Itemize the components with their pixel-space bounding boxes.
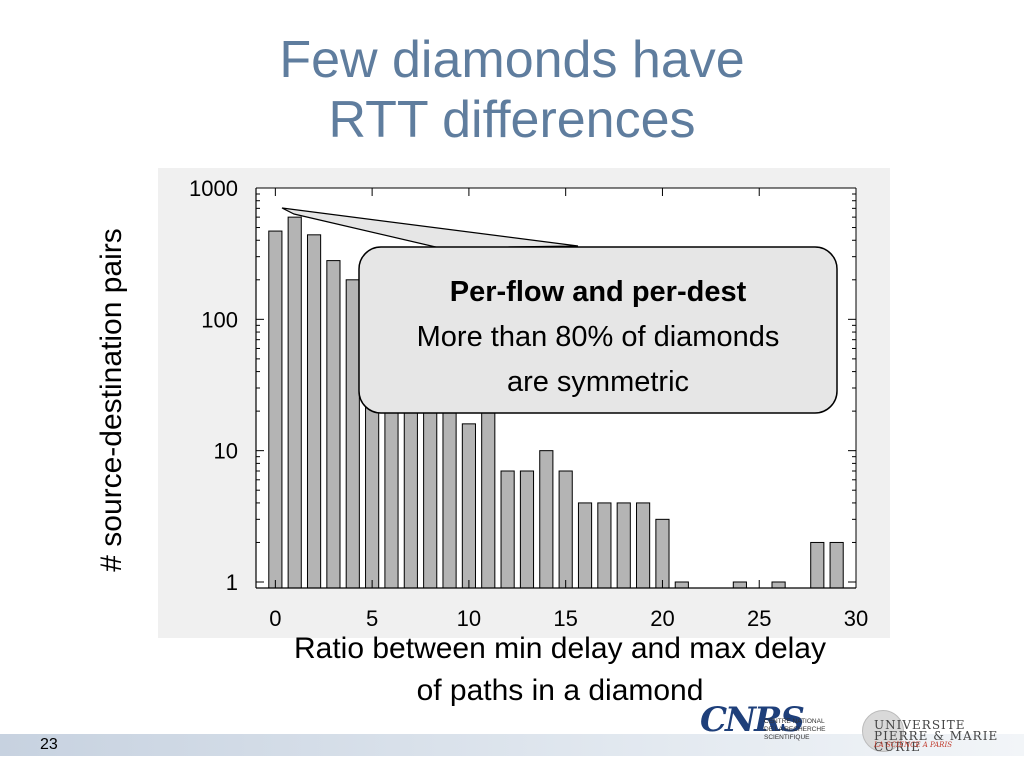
- bar-13: [519, 470, 535, 589]
- bar-28: [810, 541, 825, 589]
- bar-29: [829, 541, 844, 589]
- x-axis-label-line1: Ratio between min delay and max delay: [294, 632, 826, 665]
- x-tick-label-0: 0: [269, 606, 281, 631]
- upmc-text: UNIVERSITE PIERRE & MARIE CURIE: [874, 718, 999, 754]
- y-tick-label-10: 10: [214, 439, 238, 464]
- bar-21: [674, 581, 689, 589]
- bar-16: [577, 502, 593, 589]
- y-axis-label: # source-destination pairs: [95, 228, 128, 572]
- bar-4: [345, 279, 360, 589]
- x-tick-label-10: 10: [457, 606, 481, 631]
- bar-3: [326, 260, 341, 589]
- x-tick-label-5: 5: [366, 606, 378, 631]
- bar-chart: 1 10 100 1000 0 5 10 15 20 25 30: [158, 168, 890, 638]
- bar-20: [655, 518, 670, 589]
- bar-11: [481, 410, 496, 589]
- bar-9: [442, 387, 457, 589]
- cnrs-logo: CNRS CENTRE NATIONAL DE LA RECHERCHE SCI…: [700, 700, 850, 752]
- bar-12: [500, 470, 515, 589]
- x-tick-label-25: 25: [747, 606, 771, 631]
- callout-line1: More than 80% of diamonds: [416, 321, 780, 353]
- page-number: 23: [40, 736, 58, 753]
- slide-title-line1: Few diamonds have: [279, 31, 745, 89]
- callout-heading: Per-flow and per-dest: [449, 276, 747, 308]
- upmc-emblem-icon: [862, 710, 904, 752]
- x-axis-label-line2: of paths in a diamond: [416, 674, 704, 707]
- bar-24: [732, 581, 747, 589]
- x-axis-label: Ratio between min delay and max delay of…: [210, 628, 910, 712]
- cnrs-mark: CNRS: [700, 700, 805, 740]
- y-tick-label-1000: 1000: [189, 176, 238, 201]
- slide-title: Few diamonds have RTT differences: [0, 30, 1024, 150]
- bar-0: [268, 230, 283, 589]
- callout-text: Per-flow and per-dest More than 80% of d…: [360, 270, 836, 405]
- y-tick-label-100: 100: [201, 307, 238, 332]
- bar-1: [287, 216, 302, 589]
- bar-17: [597, 502, 612, 589]
- upmc-subtitle: LA SCIENCE A PARIS: [874, 741, 953, 749]
- callout-box: [358, 246, 838, 414]
- bar-18: [616, 502, 631, 589]
- upmc-logo: UNIVERSITE PIERRE & MARIE CURIE LA SCIEN…: [860, 706, 1020, 756]
- x-tick-label-15: 15: [553, 606, 577, 631]
- footer-band: [0, 734, 1024, 756]
- bar-26: [771, 581, 786, 589]
- slide-title-line2: RTT differences: [328, 91, 696, 149]
- x-tick-label-20: 20: [650, 606, 674, 631]
- y-tick-label-1: 1: [226, 570, 238, 595]
- callout-line2: are symmetric: [506, 366, 690, 398]
- bar-14: [539, 450, 554, 589]
- cnrs-text: CENTRE NATIONAL DE LA RECHERCHE SCIENTIF…: [764, 718, 826, 741]
- x-tick-label-30: 30: [844, 606, 868, 631]
- bar-2: [306, 234, 322, 589]
- bar-19: [636, 502, 651, 589]
- bar-15: [558, 470, 573, 589]
- bar-10: [461, 423, 476, 589]
